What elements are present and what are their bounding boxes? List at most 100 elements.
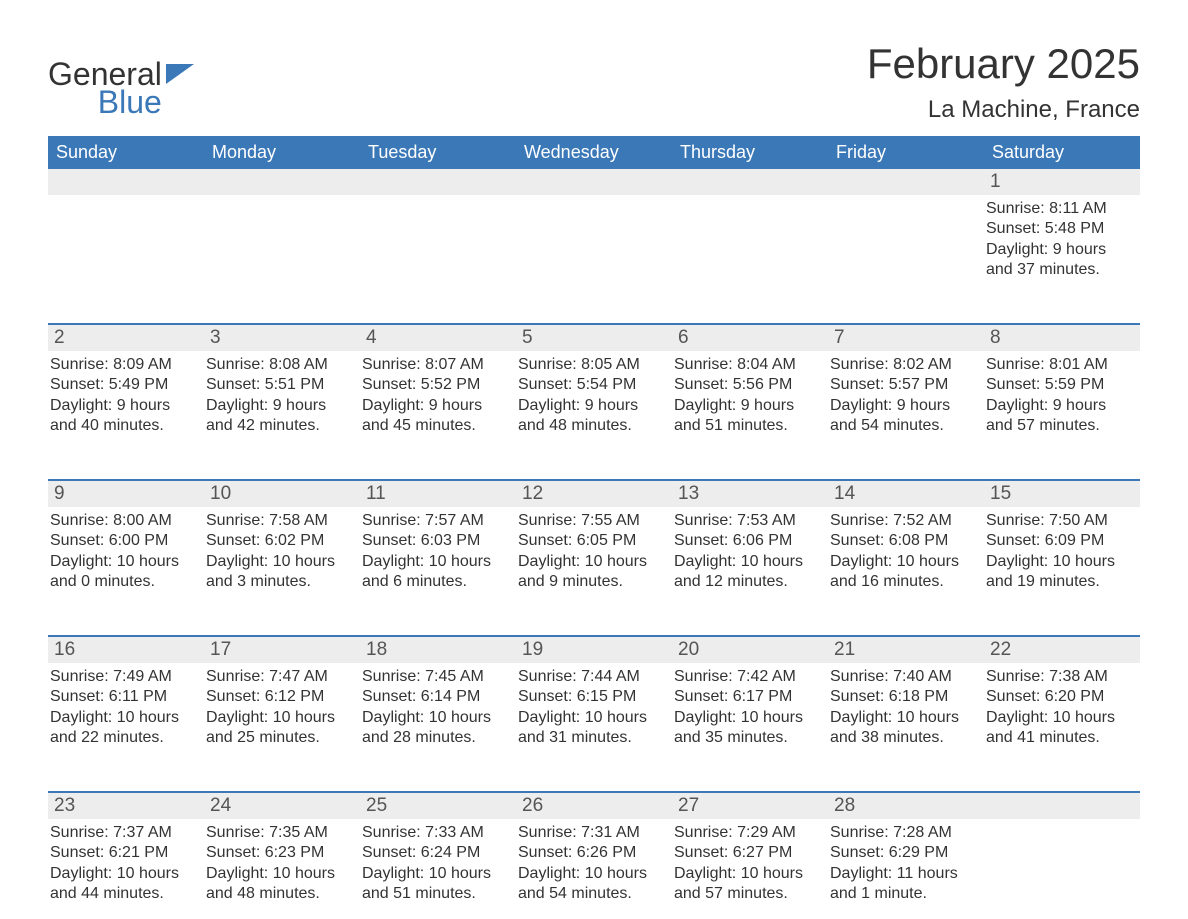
sunrise-text: Sunrise: 7:35 AM [206, 823, 356, 843]
week-row: 2345678Sunrise: 8:09 AMSunset: 5:49 PMDa… [48, 323, 1140, 451]
day-of-week-header: SundayMondayTuesdayWednesdayThursdayFrid… [48, 136, 1140, 169]
sunset-text: Sunset: 6:14 PM [362, 687, 512, 707]
day-number [672, 169, 828, 195]
sunset-text: Sunset: 6:18 PM [830, 687, 980, 707]
day-number: 1 [984, 169, 1140, 195]
day-number [204, 169, 360, 195]
sunrise-text: Sunrise: 7:42 AM [674, 667, 824, 687]
day-cell [828, 195, 984, 295]
day-cell: Sunrise: 7:28 AMSunset: 6:29 PMDaylight:… [828, 819, 984, 919]
sunrise-text: Sunrise: 7:50 AM [986, 511, 1136, 531]
day-cell [360, 195, 516, 295]
daylight-text: Daylight: 10 hours and 6 minutes. [362, 552, 512, 593]
day-number: 26 [516, 793, 672, 819]
day-cell: Sunrise: 7:52 AMSunset: 6:08 PMDaylight:… [828, 507, 984, 607]
day-cell: Sunrise: 8:02 AMSunset: 5:57 PMDaylight:… [828, 351, 984, 451]
daylight-text: Daylight: 10 hours and 44 minutes. [50, 864, 200, 905]
sunrise-text: Sunrise: 7:53 AM [674, 511, 824, 531]
dow-cell: Friday [828, 136, 984, 169]
day-number: 2 [48, 325, 204, 351]
sunset-text: Sunset: 5:57 PM [830, 375, 980, 395]
location-label: La Machine, France [867, 96, 1140, 124]
sunrise-text: Sunrise: 7:52 AM [830, 511, 980, 531]
day-cell: Sunrise: 8:09 AMSunset: 5:49 PMDaylight:… [48, 351, 204, 451]
sunrise-text: Sunrise: 8:01 AM [986, 355, 1136, 375]
sunset-text: Sunset: 6:03 PM [362, 531, 512, 551]
sunset-text: Sunset: 5:48 PM [986, 219, 1136, 239]
sunrise-text: Sunrise: 7:38 AM [986, 667, 1136, 687]
sunrise-text: Sunrise: 7:47 AM [206, 667, 356, 687]
dow-cell: Saturday [984, 136, 1140, 169]
sunset-text: Sunset: 6:20 PM [986, 687, 1136, 707]
day-number: 8 [984, 325, 1140, 351]
day-number: 7 [828, 325, 984, 351]
sunset-text: Sunset: 5:56 PM [674, 375, 824, 395]
day-cell: Sunrise: 8:01 AMSunset: 5:59 PMDaylight:… [984, 351, 1140, 451]
sunrise-text: Sunrise: 8:00 AM [50, 511, 200, 531]
day-number: 25 [360, 793, 516, 819]
day-cell: Sunrise: 7:29 AMSunset: 6:27 PMDaylight:… [672, 819, 828, 919]
daylight-text: Daylight: 9 hours and 57 minutes. [986, 396, 1136, 437]
week-row: 232425262728Sunrise: 7:37 AMSunset: 6:21… [48, 791, 1140, 919]
day-number: 10 [204, 481, 360, 507]
sunset-text: Sunset: 6:06 PM [674, 531, 824, 551]
sunrise-text: Sunrise: 7:28 AM [830, 823, 980, 843]
weeks-container: 1Sunrise: 8:11 AMSunset: 5:48 PMDaylight… [48, 169, 1140, 919]
sunrise-text: Sunrise: 8:05 AM [518, 355, 668, 375]
daylight-text: Daylight: 9 hours and 45 minutes. [362, 396, 512, 437]
day-cell: Sunrise: 8:04 AMSunset: 5:56 PMDaylight:… [672, 351, 828, 451]
daylight-text: Daylight: 9 hours and 42 minutes. [206, 396, 356, 437]
sunset-text: Sunset: 5:49 PM [50, 375, 200, 395]
day-number: 14 [828, 481, 984, 507]
day-number [516, 169, 672, 195]
sunrise-text: Sunrise: 7:55 AM [518, 511, 668, 531]
day-cell: Sunrise: 7:58 AMSunset: 6:02 PMDaylight:… [204, 507, 360, 607]
day-number: 19 [516, 637, 672, 663]
dow-cell: Tuesday [360, 136, 516, 169]
title-block: February 2025 La Machine, France [867, 40, 1140, 124]
day-cell: Sunrise: 8:11 AMSunset: 5:48 PMDaylight:… [984, 195, 1140, 295]
daylight-text: Daylight: 9 hours and 48 minutes. [518, 396, 668, 437]
sunrise-text: Sunrise: 7:57 AM [362, 511, 512, 531]
daydata-row: Sunrise: 7:37 AMSunset: 6:21 PMDaylight:… [48, 819, 1140, 919]
week-row: 16171819202122Sunrise: 7:49 AMSunset: 6:… [48, 635, 1140, 763]
day-cell [48, 195, 204, 295]
logo: General Blue [48, 58, 194, 118]
day-number: 28 [828, 793, 984, 819]
day-cell: Sunrise: 7:50 AMSunset: 6:09 PMDaylight:… [984, 507, 1140, 607]
day-number: 15 [984, 481, 1140, 507]
day-number: 16 [48, 637, 204, 663]
sunrise-text: Sunrise: 8:02 AM [830, 355, 980, 375]
day-cell [672, 195, 828, 295]
sunset-text: Sunset: 6:11 PM [50, 687, 200, 707]
daylight-text: Daylight: 9 hours and 54 minutes. [830, 396, 980, 437]
daylight-text: Daylight: 10 hours and 19 minutes. [986, 552, 1136, 593]
daydata-row: Sunrise: 8:11 AMSunset: 5:48 PMDaylight:… [48, 195, 1140, 295]
calendar: SundayMondayTuesdayWednesdayThursdayFrid… [48, 136, 1140, 919]
day-number: 27 [672, 793, 828, 819]
sunrise-text: Sunrise: 7:49 AM [50, 667, 200, 687]
sunrise-text: Sunrise: 8:11 AM [986, 199, 1136, 219]
day-cell: Sunrise: 7:57 AMSunset: 6:03 PMDaylight:… [360, 507, 516, 607]
daylight-text: Daylight: 9 hours and 37 minutes. [986, 240, 1136, 281]
sunset-text: Sunset: 6:23 PM [206, 843, 356, 863]
day-cell: Sunrise: 7:42 AMSunset: 6:17 PMDaylight:… [672, 663, 828, 763]
dow-cell: Monday [204, 136, 360, 169]
sunset-text: Sunset: 6:24 PM [362, 843, 512, 863]
day-number: 22 [984, 637, 1140, 663]
sunset-text: Sunset: 6:15 PM [518, 687, 668, 707]
sunrise-text: Sunrise: 7:33 AM [362, 823, 512, 843]
day-number: 3 [204, 325, 360, 351]
day-cell: Sunrise: 7:45 AMSunset: 6:14 PMDaylight:… [360, 663, 516, 763]
sunset-text: Sunset: 5:51 PM [206, 375, 356, 395]
sunrise-text: Sunrise: 7:29 AM [674, 823, 824, 843]
day-number: 21 [828, 637, 984, 663]
dow-cell: Wednesday [516, 136, 672, 169]
daylight-text: Daylight: 10 hours and 16 minutes. [830, 552, 980, 593]
sunset-text: Sunset: 6:17 PM [674, 687, 824, 707]
sunset-text: Sunset: 6:09 PM [986, 531, 1136, 551]
daynum-band: 2345678 [48, 325, 1140, 351]
day-number: 9 [48, 481, 204, 507]
sunset-text: Sunset: 6:21 PM [50, 843, 200, 863]
day-cell: Sunrise: 8:07 AMSunset: 5:52 PMDaylight:… [360, 351, 516, 451]
